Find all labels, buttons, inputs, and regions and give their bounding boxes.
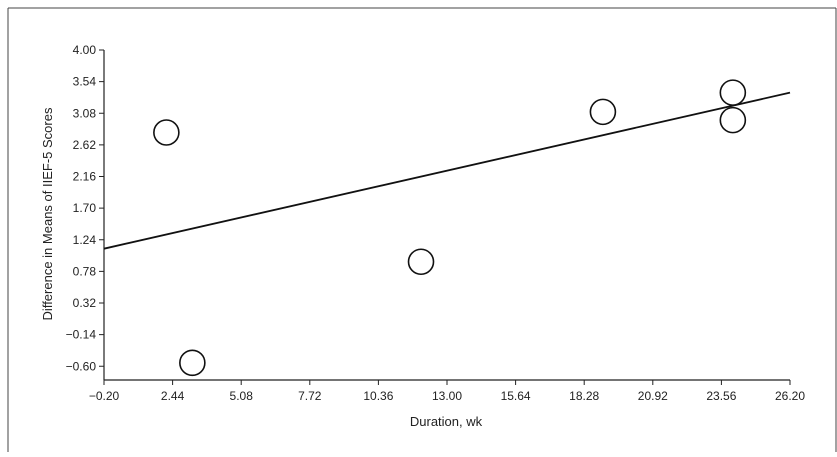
y-tick-label: −0.14 xyxy=(66,328,97,342)
x-tick-label: −0.20 xyxy=(89,389,120,403)
x-tick-label: 13.00 xyxy=(432,389,462,403)
data-point xyxy=(719,79,747,106)
y-axis-title: Difference in Means of IIEF-5 Scores xyxy=(40,107,55,320)
data-point xyxy=(153,119,180,146)
data-point xyxy=(589,98,617,126)
data-point xyxy=(407,248,435,276)
y-tick-label: 0.78 xyxy=(73,264,97,278)
x-tick-label: 10.36 xyxy=(363,389,393,403)
data-points xyxy=(153,79,747,377)
data-point xyxy=(719,106,747,134)
y-tick-label: 1.70 xyxy=(73,201,97,215)
y-tick-label: 1.24 xyxy=(73,233,97,247)
y-axis-ticks: 4.00 3.54 3.08 2.62 2.16 1.70 1.24 0.78 0.32 −0.1… xyxy=(66,43,104,373)
trend-line-group xyxy=(103,91,791,250)
x-tick-label: 7.72 xyxy=(298,389,322,403)
x-tick-label: 23.56 xyxy=(706,389,736,403)
y-tick-label: 4.00 xyxy=(73,43,97,57)
y-tick-label: −0.60 xyxy=(66,359,97,373)
x-axis-ticks: −0.20 2.44 5.08 7.72 10.36 13.00 15.64 18.28 20.… xyxy=(89,380,805,403)
y-tick-label: 2.16 xyxy=(73,170,97,184)
y-tick-label: 3.54 xyxy=(73,75,97,89)
x-tick-label: 18.28 xyxy=(569,389,599,403)
axes xyxy=(103,50,790,381)
x-tick-label: 26.20 xyxy=(775,389,805,403)
y-tick-label: 3.08 xyxy=(73,106,97,120)
x-axis-title: Duration, wk xyxy=(410,414,483,429)
x-tick-label: 15.64 xyxy=(501,389,531,403)
x-tick-label: 5.08 xyxy=(230,389,254,403)
x-tick-label: 20.92 xyxy=(638,389,668,403)
data-point xyxy=(179,349,206,377)
x-tick-label: 2.44 xyxy=(161,389,185,403)
y-tick-label: 0.32 xyxy=(73,296,97,310)
y-tick-label: 2.62 xyxy=(73,138,97,152)
trend-line xyxy=(103,91,791,250)
